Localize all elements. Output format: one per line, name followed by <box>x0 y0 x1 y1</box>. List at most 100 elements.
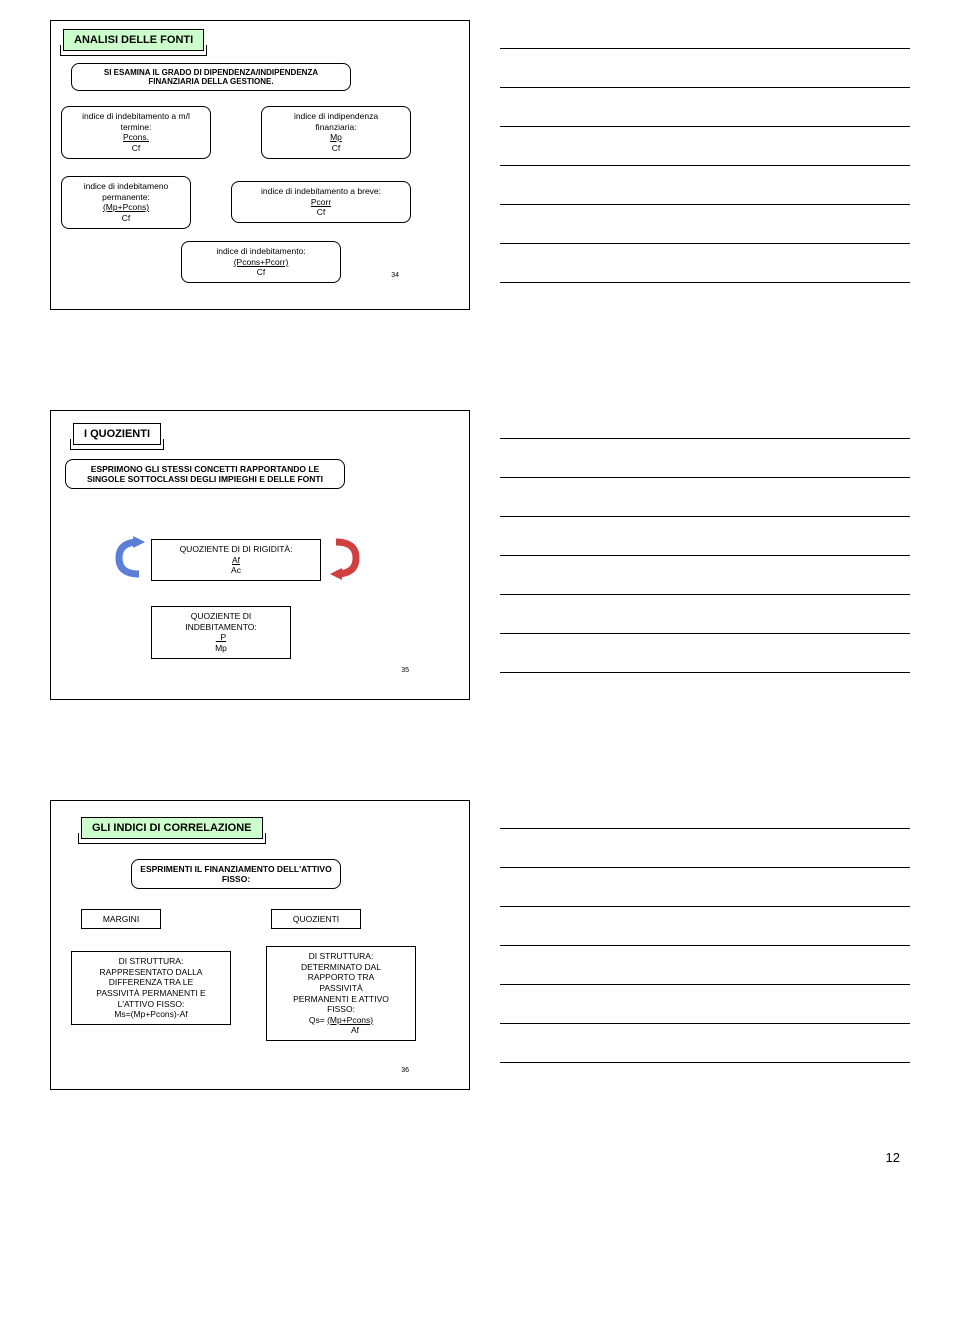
note-line <box>500 671 910 673</box>
slide-3: GLI INDICI DI CORRELAZIONE ESPRIMENTI IL… <box>50 800 470 1090</box>
slide3-subtitle: ESPRIMENTI IL FINANZIAMENTO DELL'ATTIVO … <box>140 864 331 884</box>
slide3-page-num: 36 <box>401 1067 409 1074</box>
note-line <box>500 47 910 49</box>
text: Af <box>273 1025 409 1036</box>
footer-page-number: 12 <box>886 1150 900 1165</box>
box-rigid: QUOZIENTE DI DI RIGIDITÀ: Af Ac <box>151 539 321 581</box>
text: Cf <box>68 143 204 154</box>
text: Af <box>158 555 314 566</box>
note-line <box>500 1061 910 1063</box>
slide3-title: GLI INDICI DI CORRELAZIONE <box>81 817 263 839</box>
note-line <box>500 905 910 907</box>
text: RAPPRESENTATO DALLA <box>78 967 224 978</box>
text: DETERMINATO DAL <box>273 962 409 973</box>
slide1-subtitle: SI ESAMINA IL GRADO DI DIPENDENZA/INDIPE… <box>104 68 318 86</box>
slide2-title: I QUOZIENTI <box>73 423 161 445</box>
text: L'ATTIVO FISSO: <box>78 999 224 1010</box>
text: Cf <box>68 213 184 224</box>
text: Cf <box>268 143 404 154</box>
text: permanente: <box>68 192 184 203</box>
text: indice di indebitameno <box>68 181 184 192</box>
page: ANALISI DELLE FONTI SI ESAMINA IL GRADO … <box>0 0 960 1185</box>
slide3-subtitle-box: ESPRIMENTI IL FINANZIAMENTO DELL'ATTIVO … <box>131 859 341 889</box>
text: QUOZIENTE DI DI RIGIDITÀ: <box>158 544 314 555</box>
title-badge-wrap: ANALISI DELLE FONTI <box>63 29 204 51</box>
slide-row-2: I QUOZIENTI ESPRIMONO GLI STESSI CONCETT… <box>0 390 960 720</box>
margini-label: MARGINI <box>81 909 161 929</box>
note-line <box>500 437 910 439</box>
text: PASSIVITÀ PERMANENTI E <box>78 988 224 999</box>
title-badge-wrap: I QUOZIENTI <box>73 423 161 445</box>
note-line <box>500 242 910 244</box>
note-line <box>500 86 910 88</box>
box-indip: indice di indipendenza finanziaria: Mp C… <box>261 106 411 159</box>
note-line <box>500 827 910 829</box>
slide-row-1: ANALISI DELLE FONTI SI ESAMINA IL GRADO … <box>0 0 960 330</box>
text: FISSO: <box>273 1004 409 1015</box>
slide-row-3: GLI INDICI DI CORRELAZIONE ESPRIMENTI IL… <box>0 780 960 1110</box>
text: (Pcons+Pcorr) <box>188 257 334 268</box>
text: DI STRUTTURA: <box>273 951 409 962</box>
text: P <box>158 632 284 643</box>
note-line <box>500 554 910 556</box>
text: Cf <box>188 267 334 278</box>
note-line <box>500 281 910 283</box>
slide-2: I QUOZIENTI ESPRIMONO GLI STESSI CONCETT… <box>50 410 470 700</box>
text: Ms=(Mp+Pcons)-Af <box>78 1009 224 1020</box>
text: Pcons. <box>68 132 204 143</box>
text: Pcorr <box>238 197 404 208</box>
text: Cf <box>238 207 404 218</box>
text: PERMANENTI E ATTIVO <box>273 994 409 1005</box>
text: PASSIVITÀ <box>273 983 409 994</box>
text: indice di indebitamento a m/l <box>68 111 204 122</box>
slide-1: ANALISI DELLE FONTI SI ESAMINA IL GRADO … <box>50 20 470 310</box>
box-struttura-left: DI STRUTTURA: RAPPRESENTATO DALLA DIFFER… <box>71 951 231 1025</box>
box-tot: indice di indebitamento: (Pcons+Pcorr) C… <box>181 241 341 283</box>
slide1-subtitle-box: SI ESAMINA IL GRADO DI DIPENDENZA/INDIPE… <box>71 63 351 91</box>
note-line <box>500 203 910 205</box>
slide2-page-num: 35 <box>401 667 409 674</box>
text: finanziaria: <box>268 122 404 133</box>
box-indeb: QUOZIENTE DI INDEBITAMENTO: P Mp <box>151 606 291 659</box>
box-ml: indice di indebitamento a m/l termine: P… <box>61 106 211 159</box>
note-line <box>500 632 910 634</box>
slide1-title: ANALISI DELLE FONTI <box>63 29 204 51</box>
note-line <box>500 164 910 166</box>
note-line <box>500 983 910 985</box>
text: Mp <box>158 643 284 654</box>
red-arrow-icon <box>326 536 364 580</box>
text: Mp <box>268 132 404 143</box>
box-struttura-right: DI STRUTTURA: DETERMINATO DAL RAPPORTO T… <box>266 946 416 1041</box>
notes-3 <box>500 800 910 1090</box>
notes-1 <box>500 20 910 310</box>
page-footer: 12 <box>0 1110 960 1185</box>
slide1-page-num: 34 <box>391 272 399 279</box>
text: QUOZIENTE DI <box>158 611 284 622</box>
text: INDEBITAMENTO: <box>158 622 284 633</box>
note-line <box>500 1022 910 1024</box>
note-line <box>500 476 910 478</box>
note-line <box>500 125 910 127</box>
slide2-subtitle-box: ESPRIMONO GLI STESSI CONCETTI RAPPORTAND… <box>65 459 345 489</box>
notes-2 <box>500 410 910 700</box>
box-breve: indice di indebitamento a breve: Pcorr C… <box>231 181 411 223</box>
text: indice di indebitamento: <box>188 246 334 257</box>
text: indice di indebitamento a breve: <box>238 186 404 197</box>
quozienti-label: QUOZIENTI <box>271 909 361 929</box>
note-line <box>500 944 910 946</box>
text: termine: <box>68 122 204 133</box>
note-line <box>500 515 910 517</box>
title-badge-wrap: GLI INDICI DI CORRELAZIONE <box>81 817 263 839</box>
text: DI STRUTTURA: <box>78 956 224 967</box>
text: (Mp+Pcons) <box>68 202 184 213</box>
text: Qs= (Mp+Pcons) <box>273 1015 409 1026</box>
slide2-subtitle: ESPRIMONO GLI STESSI CONCETTI RAPPORTAND… <box>87 464 323 484</box>
text: RAPPORTO TRA <box>273 972 409 983</box>
note-line <box>500 593 910 595</box>
box-perm: indice di indebitameno permanente: (Mp+P… <box>61 176 191 229</box>
text: indice di indipendenza <box>268 111 404 122</box>
blue-arrow-icon <box>111 536 149 580</box>
text: Ac <box>158 565 314 576</box>
note-line <box>500 866 910 868</box>
text: DIFFERENZA TRA LE <box>78 977 224 988</box>
